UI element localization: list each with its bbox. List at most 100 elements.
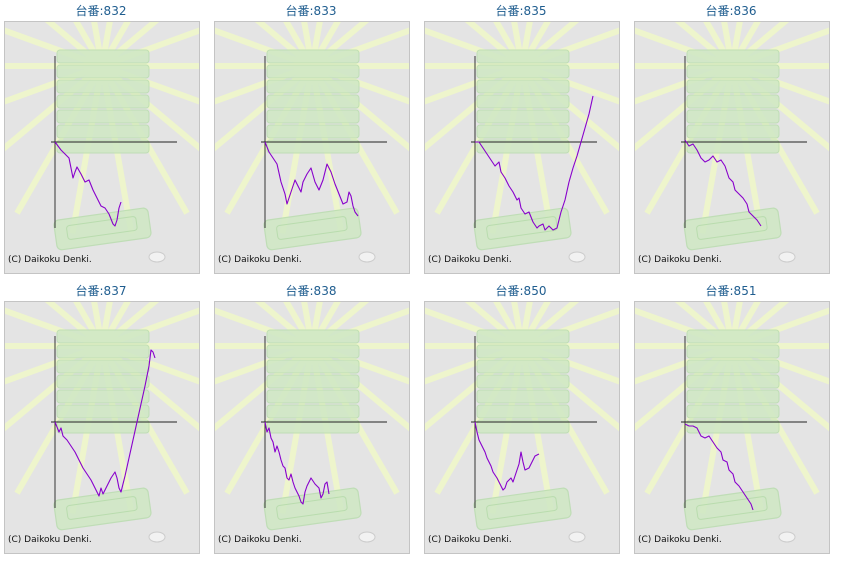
machine-card: 台番:832 (C) Daikoku Denki. [0, 0, 202, 280]
slump-graph[interactable]: (C) Daikoku Denki. [634, 21, 830, 274]
tray-inner [66, 216, 138, 240]
slump-graph[interactable]: (C) Daikoku Denki. [4, 301, 200, 554]
coin-decoration [358, 531, 376, 543]
machine-tier [266, 344, 360, 359]
ray-decoration [674, 22, 734, 69]
machine-number-link[interactable]: 台番:833 [285, 4, 337, 18]
machine-tier [686, 329, 780, 344]
background-art [425, 302, 619, 543]
machine-tier [56, 359, 150, 374]
ray-decoration [309, 302, 341, 348]
ray-decoration [44, 22, 104, 69]
ray-decoration [721, 302, 735, 347]
machine-tier [686, 419, 780, 434]
machine-tier [476, 329, 570, 344]
coin-decoration [778, 251, 796, 263]
ray-decoration [309, 302, 323, 347]
machine-number-link[interactable]: 台番:850 [495, 284, 547, 298]
coin-decoration [568, 531, 586, 543]
ray-decoration [519, 302, 533, 347]
tray-decoration [53, 487, 152, 531]
ray-decoration [100, 302, 160, 349]
machine-tier [476, 124, 570, 139]
copyright-text: (C) Daikoku Denki. [218, 535, 302, 545]
slump-graph[interactable]: (C) Daikoku Denki. [214, 301, 410, 554]
machine-tier [476, 64, 570, 79]
machine-tier [266, 419, 360, 434]
slump-graph[interactable]: (C) Daikoku Denki. [4, 21, 200, 274]
tray-decoration [473, 487, 572, 531]
background-art [635, 22, 829, 263]
tray-decoration [683, 207, 782, 251]
machine-tier [266, 94, 360, 109]
machine-number-link[interactable]: 台番:835 [495, 4, 547, 18]
background-art [635, 302, 829, 543]
machine-tier [56, 124, 150, 139]
machine-card: 台番:850 (C) Daikoku Denki. [420, 280, 622, 560]
machine-tier [266, 389, 360, 404]
ray-decoration [100, 22, 160, 69]
ray-decoration [91, 22, 105, 67]
machine-card: 台番:838 (C) Daikoku Denki. [210, 280, 412, 560]
tray-decoration [263, 487, 362, 531]
background-art [215, 302, 409, 543]
copyright-text: (C) Daikoku Denki. [428, 255, 512, 265]
machine-tier [686, 124, 780, 139]
ray-decoration [283, 302, 315, 348]
ray-decoration [511, 302, 525, 347]
ray-decoration [729, 302, 761, 348]
machine-tier [56, 374, 150, 389]
ray-decoration [464, 22, 524, 69]
graph-canvas [5, 302, 199, 543]
machine-tier [266, 79, 360, 94]
graph-canvas [635, 302, 829, 543]
slump-graph[interactable]: (C) Daikoku Denki. [424, 21, 620, 274]
slump-line [474, 421, 540, 491]
ray-decoration [703, 302, 735, 348]
ray-decoration [729, 22, 761, 68]
ray-decoration [99, 302, 131, 348]
machine-tier [56, 329, 150, 344]
coin-decoration [358, 251, 376, 263]
machine-tier [56, 94, 150, 109]
machine-tier [686, 49, 780, 64]
ray-decoration [310, 22, 370, 69]
machine-tier [686, 359, 780, 374]
machine-tier [266, 374, 360, 389]
machine-number-link[interactable]: 台番:832 [75, 4, 127, 18]
machine-number-link[interactable]: 台番:836 [705, 4, 757, 18]
background-art [425, 22, 619, 263]
machine-tier [686, 404, 780, 419]
graph-canvas [215, 22, 409, 263]
ray-decoration [730, 302, 790, 349]
tray-inner [66, 496, 138, 520]
machine-tier [686, 64, 780, 79]
machine-tier [56, 79, 150, 94]
ray-decoration [730, 22, 790, 69]
machine-tier [686, 389, 780, 404]
machine-tier [476, 139, 570, 154]
ray-decoration [91, 302, 105, 347]
slump-graph[interactable]: (C) Daikoku Denki. [424, 301, 620, 554]
machine-tier [686, 79, 780, 94]
machine-tier [476, 419, 570, 434]
machine-tier [56, 64, 150, 79]
graph-canvas [215, 302, 409, 543]
ray-decoration [493, 22, 525, 68]
tray-decoration [53, 207, 152, 251]
machine-tier [266, 109, 360, 124]
machine-tier [56, 389, 150, 404]
ray-decoration [254, 302, 314, 349]
slump-graph[interactable]: (C) Daikoku Denki. [634, 301, 830, 554]
machine-number-link[interactable]: 台番:837 [75, 284, 127, 298]
machine-tier [476, 359, 570, 374]
machine-tier [56, 139, 150, 154]
ray-decoration [519, 22, 551, 68]
slump-graph[interactable]: (C) Daikoku Denki. [214, 21, 410, 274]
ray-decoration [493, 302, 525, 348]
background-art [5, 302, 199, 543]
machine-number-link[interactable]: 台番:838 [285, 284, 337, 298]
tray-decoration [263, 207, 362, 251]
machine-number-link[interactable]: 台番:851 [705, 284, 757, 298]
ray-decoration [520, 22, 580, 69]
